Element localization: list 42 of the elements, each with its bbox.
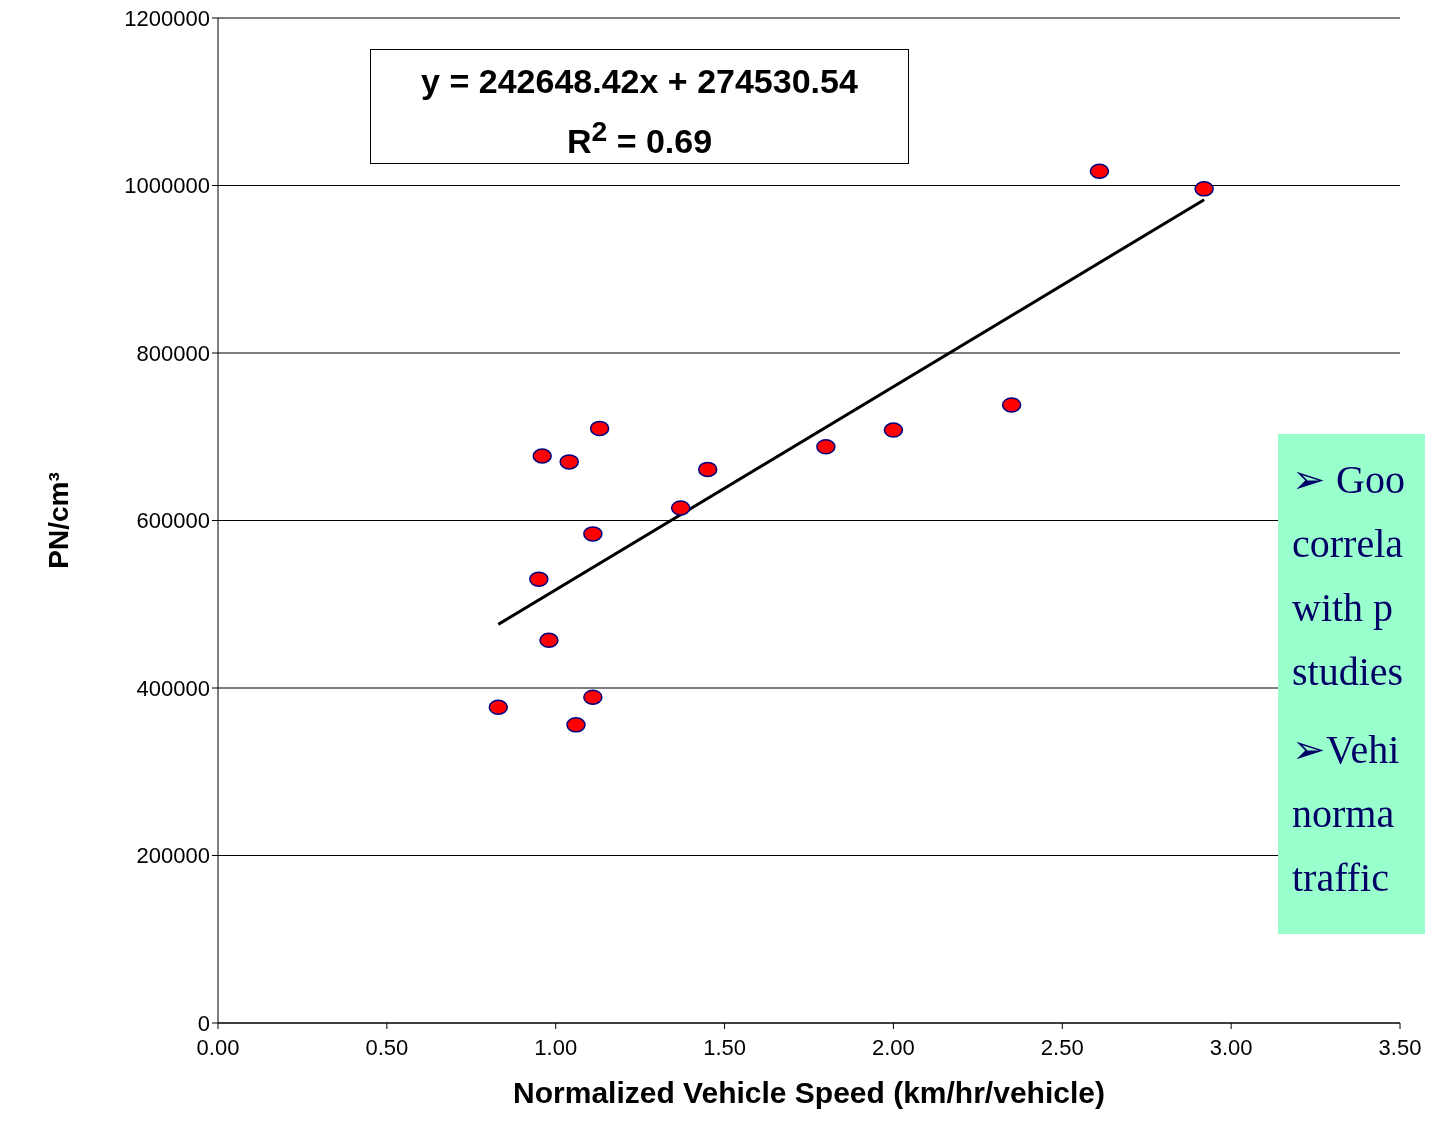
point <box>816 439 836 455</box>
annotation: correla <box>1292 520 1404 568</box>
y-tick-label: 400000 <box>136 675 210 701</box>
y-tick-label: 1000000 <box>124 173 210 199</box>
x-tick-label: 0.50 <box>365 1034 409 1060</box>
annotation: y = 242648.42x + 274530.54 <box>420 61 859 102</box>
annotation: ➢ Goo <box>1292 456 1406 504</box>
y-tick-label: 1200000 <box>124 5 210 31</box>
point <box>589 420 610 437</box>
x-tick-label: 2.00 <box>872 1034 915 1060</box>
point <box>1194 181 1214 197</box>
y-tick-label: 0 <box>197 1010 210 1036</box>
x-tick-label: 3.00 <box>1209 1034 1253 1060</box>
point <box>1089 163 1110 180</box>
annotation: norma <box>1292 790 1396 838</box>
annotation: R$^{2}$ = 0.69 <box>565 114 714 163</box>
annotation: studies <box>1292 648 1405 696</box>
point <box>583 526 603 542</box>
y-tick-label: 200000 <box>136 843 210 869</box>
point <box>539 632 559 649</box>
point <box>529 571 549 587</box>
x-tick-label: 1.50 <box>703 1034 746 1060</box>
point <box>488 699 509 716</box>
x-axis-title: Normalized Vehicle Speed (km/hr/vehicle) <box>513 1076 1105 1109</box>
x-tick-label: 2.50 <box>1040 1034 1084 1060</box>
point <box>697 461 718 478</box>
y-tick-label: 600000 <box>136 508 210 534</box>
point <box>566 717 586 733</box>
annotation: ➢Vehi <box>1292 726 1401 774</box>
x-tick-label: 0.00 <box>196 1034 240 1060</box>
point <box>559 454 579 470</box>
point <box>583 689 603 705</box>
x-tick-label: 1.00 <box>534 1034 578 1060</box>
point <box>1001 397 1022 413</box>
annotation: with p <box>1292 584 1395 632</box>
annotation: traffic <box>1292 854 1390 902</box>
point <box>532 448 552 464</box>
point <box>670 500 691 516</box>
y-tick-label: 800000 <box>136 340 210 366</box>
x-tick-label: 3.50 <box>1378 1034 1422 1060</box>
point <box>883 422 904 438</box>
y-axis-title: PN/cm³ <box>42 472 74 569</box>
